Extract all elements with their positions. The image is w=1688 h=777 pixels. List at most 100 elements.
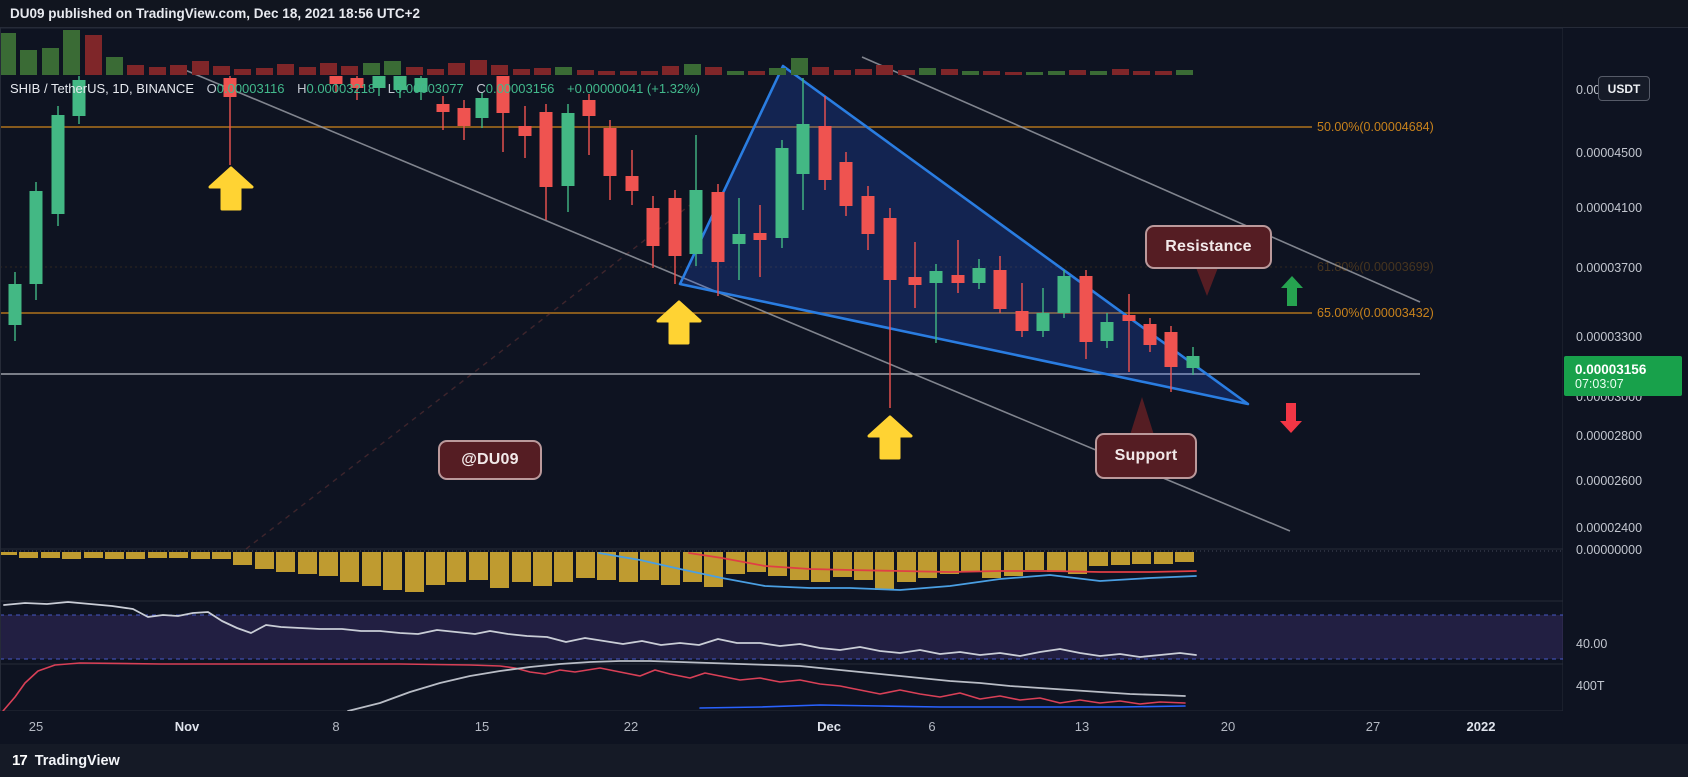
volume-bar	[319, 552, 338, 576]
resistance-callout[interactable]: Resistance	[1145, 225, 1272, 269]
momentum-blue-line	[699, 704, 1186, 709]
strip-candle	[63, 30, 80, 75]
strip-candle	[256, 68, 273, 75]
candle-body	[972, 268, 986, 283]
candle-body	[1100, 322, 1114, 341]
volume-bar	[940, 552, 959, 574]
volume-bar	[597, 552, 616, 580]
price-label-0.00004100: 0.00004100	[1576, 201, 1643, 215]
faint-dashed-trendline	[245, 204, 691, 550]
up-arrow-marker-2[interactable]	[656, 300, 702, 345]
candle-body	[689, 190, 703, 254]
volume-bar	[1004, 552, 1023, 576]
fib-label-65: 65.00%(0.00003432)	[1317, 306, 1434, 320]
volume-bar	[126, 552, 145, 559]
strip-candle	[919, 68, 936, 75]
price-label-0.00003300: 0.00003300	[1576, 330, 1643, 344]
volume-bar	[276, 552, 295, 572]
candle-body	[436, 104, 450, 112]
time-label-13: 13	[1074, 719, 1090, 734]
volume-bar	[747, 552, 766, 572]
volume-bar	[1132, 552, 1151, 564]
volume-bar	[1025, 552, 1044, 570]
volume-bar	[683, 552, 702, 582]
price-label-0.00004500: 0.00004500	[1576, 146, 1643, 160]
strip-candle	[620, 71, 637, 75]
candle-body	[908, 277, 922, 285]
strip-candle	[791, 58, 808, 75]
symbol-name: SHIB / TetherUS, 1D, BINANCE	[10, 81, 194, 96]
candle-body	[625, 176, 639, 191]
low-label: L	[387, 81, 396, 96]
low-value: 0.00003077	[395, 81, 464, 96]
price-label-0.00002600: 0.00002600	[1576, 474, 1643, 488]
volume-bar	[576, 552, 595, 578]
footer-bar: 17 TradingView	[0, 744, 1688, 777]
descending-trendline-right	[861, 56, 1421, 303]
volume-bar	[62, 552, 81, 559]
strip-candle	[641, 71, 658, 75]
watermark-callout[interactable]: @DU09	[438, 440, 542, 480]
strip-candle	[170, 65, 187, 75]
green-up-arrow-icon	[1281, 276, 1303, 306]
volume-bar	[191, 552, 210, 559]
strip-candle	[705, 67, 722, 75]
volume-bar	[19, 552, 38, 558]
strip-candle	[1026, 72, 1043, 75]
volume-bar	[169, 552, 188, 558]
time-label-Dec: Dec	[817, 719, 841, 734]
currency-badge[interactable]: USDT	[1598, 76, 1650, 101]
support-callout[interactable]: Support	[1095, 433, 1197, 479]
candle-body	[414, 78, 428, 92]
volume-bar	[1175, 552, 1194, 562]
candle-body	[646, 208, 660, 246]
strip-candle	[491, 65, 508, 75]
candle-body	[51, 115, 65, 214]
resistance-text: Resistance	[1165, 238, 1252, 255]
strip-candle	[1133, 71, 1150, 75]
tradingview-logo-icon[interactable]: 17	[12, 752, 28, 769]
volume-bar	[1047, 552, 1066, 572]
strip-candle	[470, 60, 487, 75]
volume-bar	[704, 552, 723, 587]
up-arrow-marker-3[interactable]	[867, 415, 913, 460]
tradingview-brand[interactable]: TradingView	[34, 752, 120, 769]
time-scale[interactable]: 25 Nov 8 15 22 Dec 6 13 20 27 2022	[0, 711, 1563, 744]
price-scale[interactable]: USDT 0.00003156 07:03:07 0.000050000.000…	[1563, 28, 1688, 744]
chart-left-border	[0, 28, 1, 744]
strip-candle	[106, 57, 123, 75]
price-label-0.00000000: 0.00000000	[1576, 543, 1643, 557]
volume-bar	[512, 552, 531, 582]
rsi-line	[3, 601, 1197, 658]
strip-candle	[662, 66, 679, 75]
strip-candle	[534, 68, 551, 75]
time-label-22: 22	[623, 719, 639, 734]
support-text: Support	[1114, 447, 1178, 464]
symbol-legend[interactable]: SHIB / TetherUS, 1D, BINANCE O0.00003116…	[10, 81, 700, 96]
strip-candle	[1112, 69, 1129, 75]
time-label-6: 6	[928, 719, 936, 734]
candle-body	[457, 108, 471, 126]
volume-bar	[854, 552, 873, 580]
change-value: +0.00000041 (+1.32%)	[567, 81, 701, 96]
strip-candle	[898, 70, 915, 75]
candle-body	[1186, 356, 1200, 368]
volume-bar	[84, 552, 103, 558]
volume-bar	[726, 552, 745, 574]
up-arrow-marker-1[interactable]	[208, 166, 254, 211]
candle-body	[818, 126, 832, 180]
volume-bar	[105, 552, 124, 559]
candle-body	[883, 218, 897, 280]
open-label: O	[206, 81, 217, 96]
volume-bar	[383, 552, 402, 590]
candle-body	[1143, 324, 1157, 345]
strip-candle	[1048, 71, 1065, 75]
candle-body	[475, 98, 489, 118]
volume-bar	[790, 552, 809, 580]
price-label-400T: 400T	[1576, 679, 1605, 693]
strip-candle	[1005, 72, 1022, 75]
price-label-40.00: 40.00	[1576, 637, 1608, 651]
volume-bar	[918, 552, 937, 578]
publish-info-text: DU09 published on TradingView.com, Dec 1…	[10, 6, 421, 21]
